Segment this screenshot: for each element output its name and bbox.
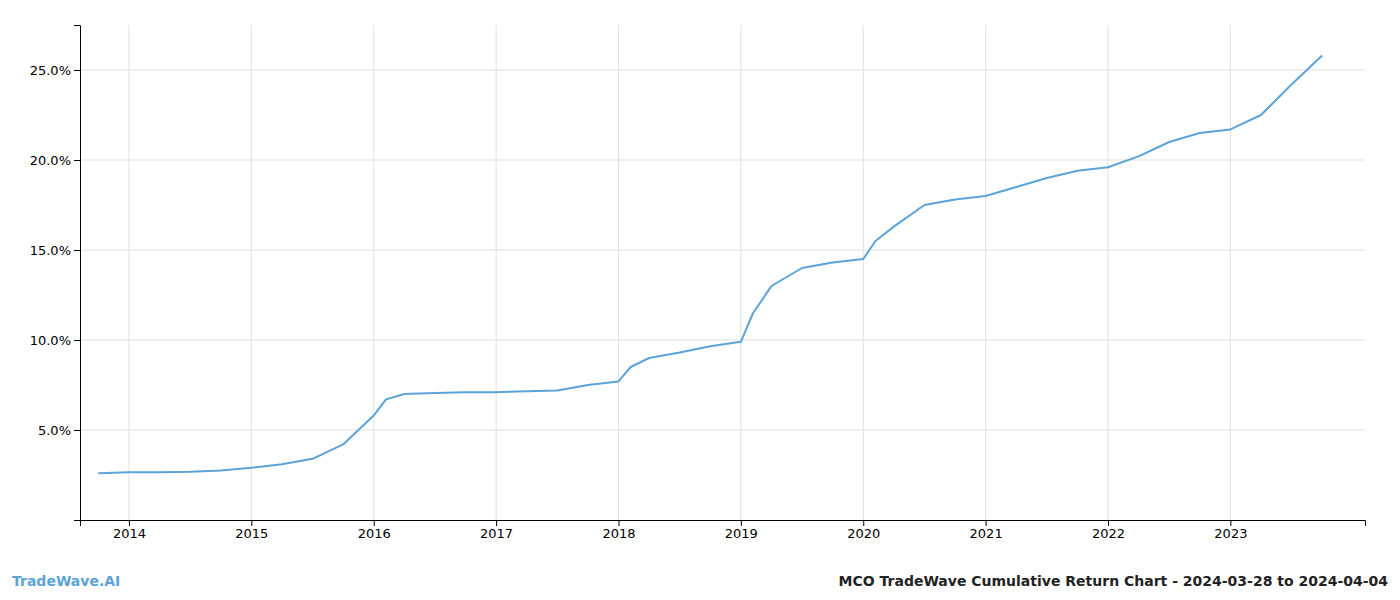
axis-line xyxy=(74,26,81,521)
tick-label: 2020 xyxy=(847,526,880,541)
tick: 10.0% xyxy=(30,333,80,348)
tick-mark xyxy=(618,520,619,526)
tick-label: 20.0% xyxy=(30,153,71,168)
grid-line xyxy=(618,25,619,520)
tick-label: 10.0% xyxy=(30,333,71,348)
tick-label: 2019 xyxy=(725,526,758,541)
grid-line xyxy=(80,430,1365,431)
tick-mark xyxy=(74,340,80,341)
tick-mark xyxy=(741,520,742,526)
tick-label: 2021 xyxy=(970,526,1003,541)
tick: 15.0% xyxy=(30,243,80,258)
grid-line xyxy=(740,25,741,520)
tick: 2018 xyxy=(602,520,635,541)
tick: 2016 xyxy=(358,520,391,541)
tick: 2014 xyxy=(113,520,146,541)
grid-line xyxy=(251,25,252,520)
tick-label: 2018 xyxy=(602,526,635,541)
tick-label: 2017 xyxy=(480,526,513,541)
grid-line xyxy=(128,25,129,520)
grid-line xyxy=(80,250,1365,251)
tick-mark xyxy=(1230,520,1231,526)
tick-mark xyxy=(251,520,252,526)
tick-mark xyxy=(374,520,375,526)
grid-line xyxy=(80,340,1365,341)
tick: 2021 xyxy=(970,520,1003,541)
tick-mark xyxy=(863,520,864,526)
tick-mark xyxy=(1108,520,1109,526)
footer-left: TradeWave.AI xyxy=(12,573,120,589)
tick-label: 2023 xyxy=(1214,526,1247,541)
tick-label: 2014 xyxy=(113,526,146,541)
tick-mark xyxy=(129,520,130,526)
tick-mark xyxy=(74,250,80,251)
grid xyxy=(80,25,1365,520)
axis-line xyxy=(81,521,1366,527)
tick: 2022 xyxy=(1092,520,1125,541)
footer-right: MCO TradeWave Cumulative Return Chart - … xyxy=(839,573,1389,589)
tick-label: 2022 xyxy=(1092,526,1125,541)
tick-label: 2015 xyxy=(235,526,268,541)
tick-label: 15.0% xyxy=(30,243,71,258)
tick: 2020 xyxy=(847,520,880,541)
grid-line xyxy=(373,25,374,520)
tick: 2017 xyxy=(480,520,513,541)
tick-label: 5.0% xyxy=(38,423,71,438)
tick: 2015 xyxy=(235,520,268,541)
marks xyxy=(98,56,1322,474)
x-axis: 2014 2015 2016 2017 2018 2019 2020 2021 2022 2023 xyxy=(81,520,1366,541)
tick-label: 25.0% xyxy=(30,63,71,78)
chart: 2014 2015 2016 2017 2018 2019 2020 2021 2022 2023… xyxy=(0,0,1400,600)
tick-mark xyxy=(74,70,80,71)
tick: 5.0% xyxy=(38,423,80,438)
tick-mark xyxy=(496,520,497,526)
grid-line xyxy=(1230,25,1231,520)
plot-area: 2014 2015 2016 2017 2018 2019 2020 2021 2022 2023… xyxy=(30,25,1366,541)
grid-line xyxy=(80,160,1365,161)
grid-line xyxy=(80,70,1365,71)
y-axis: 5.0% 10.0% 15.0% 20.0% 25.0% xyxy=(30,26,81,521)
tick-label: 2016 xyxy=(358,526,391,541)
tick-mark xyxy=(986,520,987,526)
grid-line xyxy=(1108,25,1109,520)
grid-line xyxy=(496,25,497,520)
line xyxy=(98,56,1322,474)
tick-mark xyxy=(74,160,80,161)
tick: 2019 xyxy=(725,520,758,541)
tick: 20.0% xyxy=(30,153,80,168)
grid-line xyxy=(985,25,986,520)
tick-mark xyxy=(74,430,80,431)
tick: 2023 xyxy=(1214,520,1247,541)
tick: 25.0% xyxy=(30,63,80,78)
grid-line xyxy=(863,25,864,520)
